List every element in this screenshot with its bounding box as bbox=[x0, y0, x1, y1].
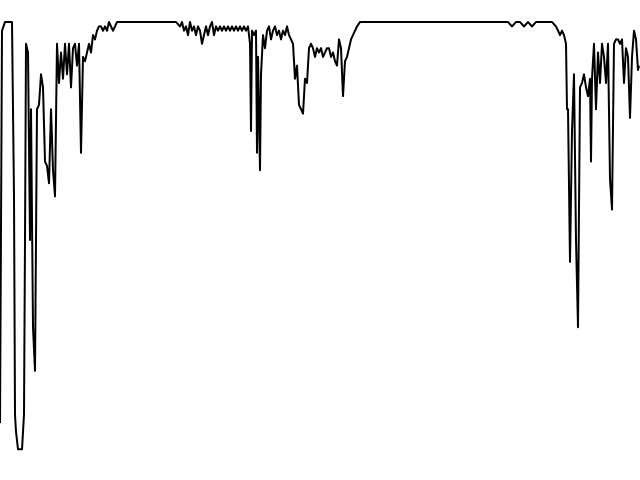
series-line-0 bbox=[0, 21, 640, 451]
